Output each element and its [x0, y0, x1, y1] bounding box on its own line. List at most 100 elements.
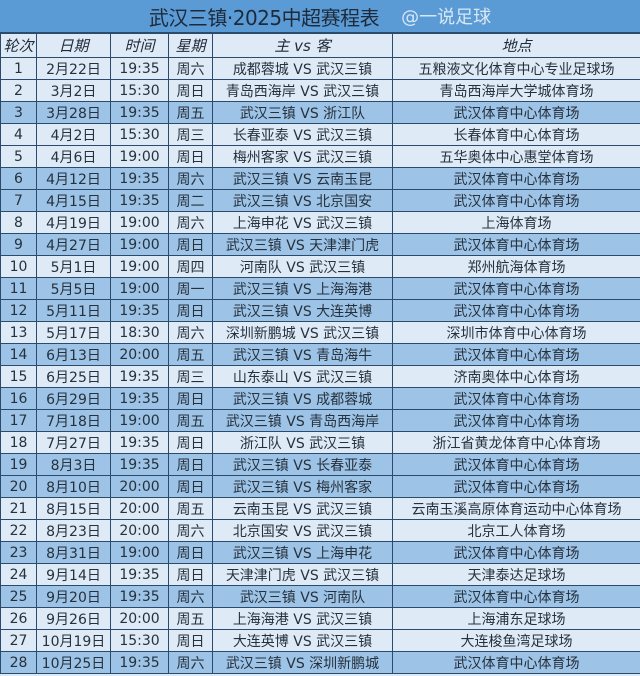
- cell-weekday: 周日: [168, 145, 213, 168]
- cell-venue: 济南奥体中心体育场: [392, 365, 640, 388]
- cell-date: 9月20日: [36, 585, 111, 608]
- cell-time: 19:35: [110, 431, 169, 454]
- cell-venue: 北京工人体育场: [392, 519, 640, 542]
- cell-round: 16: [0, 387, 37, 410]
- table-row: 9 4月27日 19:00 周日 武汉三镇 VS 天津津门虎 武汉体育中心体育场: [0, 233, 640, 256]
- cell-round: 15: [0, 365, 37, 388]
- table-row: 24 9月14日 19:35 周日 天津津门虎 VS 武汉三镇 天津泰达足球场: [0, 563, 640, 586]
- table-row: 11 5月5日 19:00 周一 武汉三镇 VS 上海海港 武汉体育中心体育场: [0, 277, 640, 300]
- cell-venue: 武汉体育中心体育场: [392, 167, 640, 190]
- cell-weekday: 周五: [168, 343, 213, 366]
- cell-match: 北京国安 VS 武汉三镇: [212, 519, 393, 542]
- cell-venue: 武汉体育中心体育场: [392, 453, 640, 476]
- cell-time: 19:35: [110, 651, 169, 674]
- cell-round: 1: [0, 57, 37, 80]
- table-row: 25 9月20日 19:35 周六 武汉三镇 VS 河南队 武汉体育中心体育场: [0, 585, 640, 608]
- cell-venue: 长春体育中心体育场: [392, 123, 640, 146]
- cell-time: 15:30: [110, 629, 169, 652]
- cell-round: 17: [0, 409, 37, 432]
- cell-round: 3: [0, 101, 37, 124]
- table-row: 15 6月25日 19:35 周三 山东泰山 VS 武汉三镇 济南奥体中心体育场: [0, 365, 640, 388]
- cell-match: 长春亚泰 VS 武汉三镇: [212, 123, 393, 146]
- cell-weekday: 周日: [168, 79, 213, 102]
- cell-venue: 深圳市体育中心体育场: [392, 321, 640, 344]
- table-row: 17 7月18日 19:00 周五 武汉三镇 VS 青岛西海岸 武汉体育中心体育场: [0, 409, 640, 432]
- cell-date: 4月27日: [36, 233, 111, 256]
- cell-time: 19:00: [110, 255, 169, 278]
- cell-date: 8月15日: [36, 497, 111, 520]
- cell-date: 8月31日: [36, 541, 111, 564]
- cell-match: 武汉三镇 VS 长春亚泰: [212, 453, 393, 476]
- cell-time: 20:00: [110, 519, 169, 542]
- cell-venue: 天津泰达足球场: [392, 563, 640, 586]
- table-row: 6 4月12日 19:35 周六 武汉三镇 VS 云南玉昆 武汉体育中心体育场: [0, 167, 640, 190]
- cell-date: 4月19日: [36, 211, 111, 234]
- cell-round: 19: [0, 453, 37, 476]
- cell-time: 15:30: [110, 79, 169, 102]
- cell-time: 19:00: [110, 409, 169, 432]
- cell-match: 浙江队 VS 武汉三镇: [212, 431, 393, 454]
- table-row: 12 5月11日 19:35 周日 武汉三镇 VS 大连英博 武汉体育中心体育场: [0, 299, 640, 322]
- table-row: 4 4月2日 15:30 周三 长春亚泰 VS 武汉三镇 长春体育中心体育场: [0, 123, 640, 146]
- cell-weekday: 周六: [168, 651, 213, 674]
- cell-time: 20:00: [110, 497, 169, 520]
- cell-time: 19:35: [110, 453, 169, 476]
- cell-date: 5月17日: [36, 321, 111, 344]
- title-bar: 武汉三镇·2025中超赛程表 @一说足球: [0, 0, 640, 33]
- cell-match: 山东泰山 VS 武汉三镇: [212, 365, 393, 388]
- cell-date: 9月14日: [36, 563, 111, 586]
- table-row: 2 3月2日 15:30 周日 青岛西海岸 VS 武汉三镇 青岛西海岸大学城体育场: [0, 79, 640, 102]
- cell-date: 8月23日: [36, 519, 111, 542]
- header-round: 轮次: [0, 33, 37, 58]
- table-row: 23 8月31日 19:00 周日 武汉三镇 VS 上海申花 武汉体育中心体育场: [0, 541, 640, 564]
- cell-match: 成都蓉城 VS 武汉三镇: [212, 57, 393, 80]
- cell-venue: 武汉体育中心体育场: [392, 475, 640, 498]
- header-match: 主 vs 客: [212, 33, 393, 58]
- cell-weekday: 周四: [168, 255, 213, 278]
- cell-date: 6月13日: [36, 343, 111, 366]
- cell-date: 5月11日: [36, 299, 111, 322]
- cell-match: 大连英博 VS 武汉三镇: [212, 629, 393, 652]
- cell-match: 武汉三镇 VS 梅州客家: [212, 475, 393, 498]
- header-row: 轮次 日期 时间 星期 主 vs 客 地点: [0, 33, 640, 58]
- cell-date: 3月28日: [36, 101, 111, 124]
- cell-match: 武汉三镇 VS 成都蓉城: [212, 387, 393, 410]
- cell-time: 19:35: [110, 57, 169, 80]
- table-row: 13 5月17日 18:30 周六 深圳新鹏城 VS 武汉三镇 深圳市体育中心体育场: [0, 321, 640, 344]
- cell-time: 18:30: [110, 321, 169, 344]
- cell-venue: 武汉体育中心体育场: [392, 409, 640, 432]
- cell-round: 7: [0, 189, 37, 212]
- cell-time: 19:35: [110, 299, 169, 322]
- cell-date: 8月10日: [36, 475, 111, 498]
- table-row: 7 4月15日 19:35 周二 武汉三镇 VS 北京国安 武汉体育中心体育场: [0, 189, 640, 212]
- header-venue: 地点: [392, 33, 640, 58]
- cell-venue: 武汉体育中心体育场: [392, 387, 640, 410]
- cell-venue: 五粮液文化体育中心专业足球场: [392, 57, 640, 80]
- cell-round: 10: [0, 255, 37, 278]
- cell-weekday: 周一: [168, 277, 213, 300]
- cell-venue: 上海体育场: [392, 211, 640, 234]
- cell-weekday: 周六: [168, 211, 213, 234]
- cell-venue: 上海浦东足球场: [392, 607, 640, 630]
- header-weekday: 星期: [168, 33, 213, 58]
- header-time: 时间: [110, 33, 169, 58]
- cell-weekday: 周三: [168, 365, 213, 388]
- cell-time: 19:00: [110, 145, 169, 168]
- cell-round: 5: [0, 145, 37, 168]
- table-row: 3 3月28日 19:35 周五 武汉三镇 VS 浙江队 武汉体育中心体育场: [0, 101, 640, 124]
- cell-match: 武汉三镇 VS 云南玉昆: [212, 167, 393, 190]
- cell-time: 19:35: [110, 189, 169, 212]
- cell-weekday: 周五: [168, 101, 213, 124]
- cell-date: 7月18日: [36, 409, 111, 432]
- cell-weekday: 周三: [168, 123, 213, 146]
- cell-match: 河南队 VS 武汉三镇: [212, 255, 393, 278]
- cell-venue: 武汉体育中心体育场: [392, 299, 640, 322]
- cell-venue: 武汉体育中心体育场: [392, 651, 640, 674]
- cell-weekday: 周五: [168, 497, 213, 520]
- cell-weekday: 周日: [168, 431, 213, 454]
- cell-weekday: 周六: [168, 57, 213, 80]
- cell-weekday: 周日: [168, 475, 213, 498]
- page-title: 武汉三镇·2025中超赛程表: [148, 5, 380, 30]
- cell-match: 上海申花 VS 武汉三镇: [212, 211, 393, 234]
- table-row: 26 9月26日 20:00 周五 上海海港 VS 武汉三镇 上海浦东足球场: [0, 607, 640, 630]
